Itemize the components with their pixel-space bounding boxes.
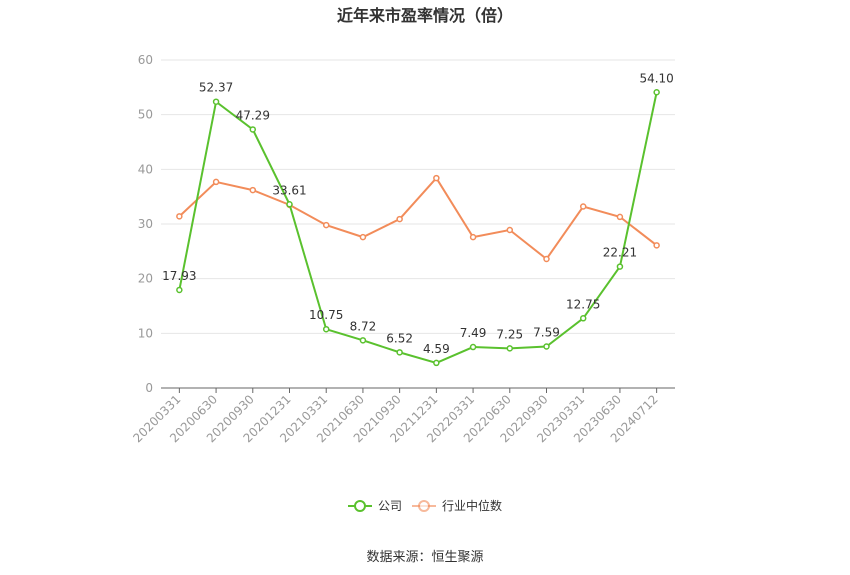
data-label: 6.52 [386, 331, 413, 345]
data-point [359, 233, 367, 241]
y-axis-ticks: 0 10 20 30 40 50 60 [138, 53, 153, 395]
data-point [506, 226, 514, 234]
data-point [322, 325, 330, 333]
y-tick-label: 0 [145, 381, 153, 395]
x-axis-ticks: 2020033120200630202009302020123120210331… [130, 388, 661, 445]
data-point [469, 233, 477, 241]
data-point [433, 174, 440, 182]
data-point [212, 98, 220, 105]
y-tick-label: 60 [138, 53, 153, 67]
data-label: 7.25 [496, 327, 523, 341]
data-label: 33.61 [272, 183, 306, 197]
grid-lines [161, 59, 675, 334]
y-tick-label: 30 [138, 217, 153, 231]
data-point [249, 126, 257, 133]
y-tick-label: 40 [138, 162, 153, 176]
legend[interactable]: 公司 行业中位数 [348, 498, 502, 513]
data-point [396, 215, 403, 223]
data-label: 4.59 [423, 342, 450, 356]
legend-item[interactable]: 行业中位数 [412, 498, 502, 513]
y-tick-label: 10 [138, 326, 153, 340]
legend-label: 行业中位数 [442, 498, 502, 513]
data-label: 8.72 [350, 319, 377, 333]
data-point [653, 242, 660, 249]
legend-item[interactable]: 公司 [348, 499, 402, 513]
series-line-1 [178, 176, 658, 261]
data-point [653, 89, 660, 96]
data-point [396, 349, 403, 356]
data-point [286, 201, 293, 208]
data-label: 7.59 [533, 326, 560, 340]
legend-marker [418, 500, 430, 512]
data-point [433, 359, 440, 367]
data-point [322, 221, 330, 229]
chart-title: 近年来市盈率情况（倍） [336, 6, 513, 25]
data-label: 7.49 [460, 326, 487, 340]
data-point [616, 213, 624, 221]
source-note: 数据来源：恒生聚源 [366, 550, 484, 565]
data-point [543, 343, 550, 350]
data-point [212, 178, 220, 186]
data-label: 17.93 [162, 269, 196, 283]
data-label: 47.29 [236, 108, 270, 122]
data-point [176, 213, 183, 220]
data-label: 22.21 [603, 246, 637, 260]
data-point [506, 345, 514, 352]
data-label: 52.37 [199, 81, 233, 95]
data-point [579, 203, 587, 210]
data-point [469, 343, 477, 351]
data-label: 54.10 [639, 71, 673, 85]
data-point [543, 255, 550, 263]
legend-marker [354, 500, 366, 512]
data-label: 10.75 [309, 308, 343, 322]
legend-label: 公司 [378, 499, 402, 513]
y-tick-label: 50 [138, 108, 153, 122]
data-point [579, 315, 587, 322]
data-label: 12.75 [566, 297, 600, 311]
data-point [176, 286, 183, 294]
series-line-0 [178, 92, 658, 364]
data-point [249, 186, 257, 194]
data-point [616, 263, 624, 270]
data-point [359, 337, 367, 344]
series-layer [176, 89, 660, 367]
y-tick-label: 20 [138, 272, 153, 286]
